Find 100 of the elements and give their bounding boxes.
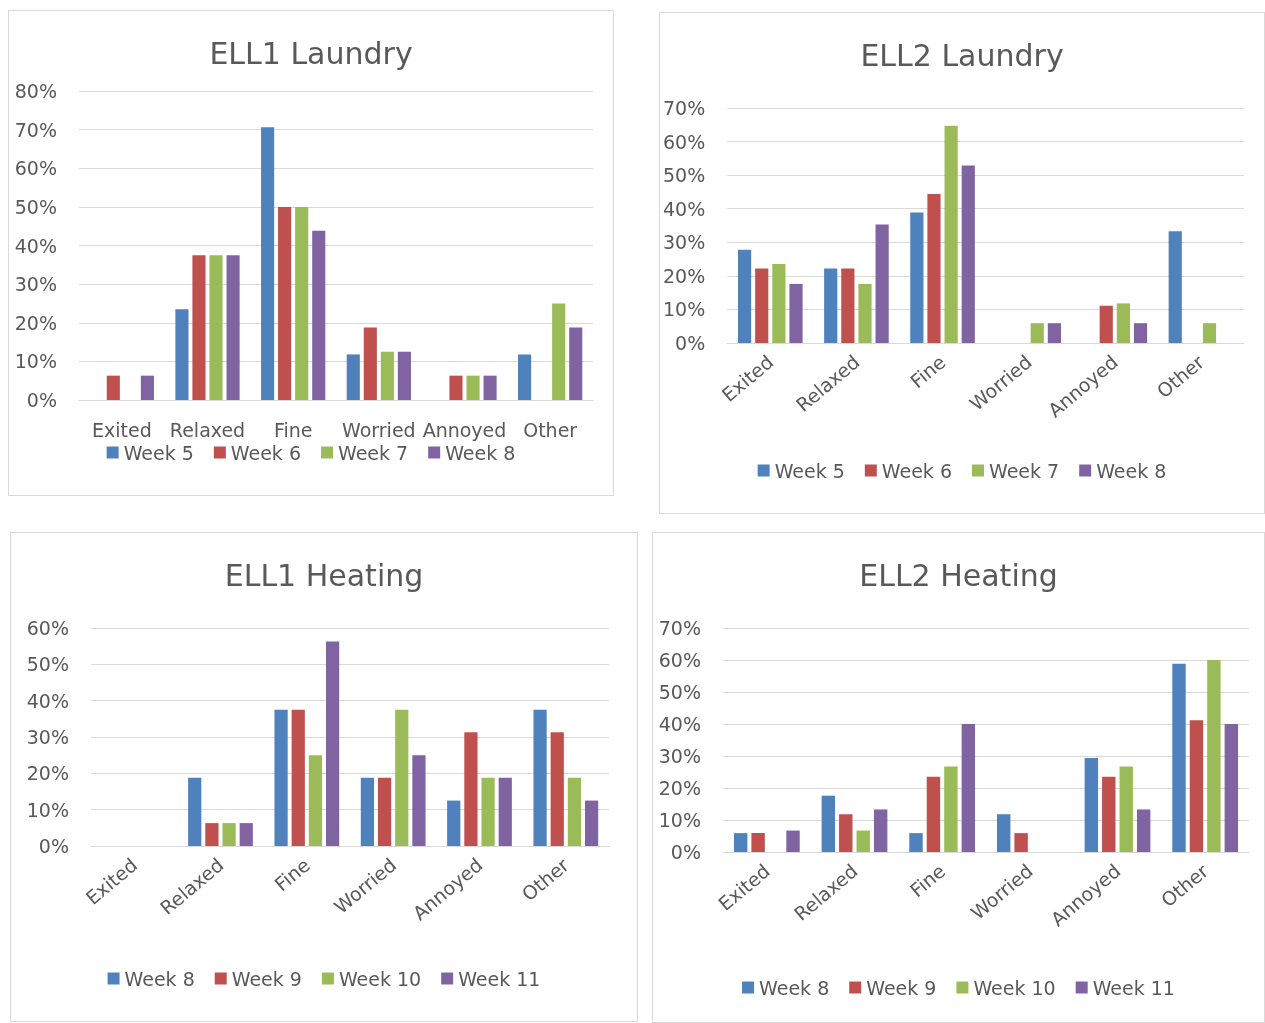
bar xyxy=(927,193,941,343)
y-tick-label: 50% xyxy=(663,164,706,187)
bar xyxy=(175,309,189,400)
bar xyxy=(738,249,752,343)
bar xyxy=(226,255,240,400)
bar xyxy=(1172,663,1186,852)
bar xyxy=(483,375,497,400)
y-tick-label: 60% xyxy=(663,130,706,153)
bar xyxy=(1047,323,1061,343)
bar xyxy=(261,127,275,400)
bar xyxy=(360,777,375,846)
bar xyxy=(733,833,748,852)
x-tick-label: Fine xyxy=(270,853,314,896)
bar xyxy=(567,777,582,846)
x-tick-label: Exited xyxy=(91,418,152,441)
y-tick-label: 40% xyxy=(658,713,701,735)
bar xyxy=(278,206,292,400)
bar xyxy=(1202,323,1217,343)
bar xyxy=(140,375,154,400)
bar xyxy=(1084,757,1099,852)
bar xyxy=(858,283,872,343)
bar xyxy=(533,709,547,846)
chart-title: ELL1 Heating xyxy=(224,557,424,593)
bar xyxy=(1116,303,1130,343)
y-tick-label: 20% xyxy=(26,762,69,785)
bar xyxy=(824,268,838,343)
y-tick-label: 60% xyxy=(14,157,57,180)
bar xyxy=(192,255,206,400)
bar xyxy=(841,268,855,343)
bar xyxy=(380,351,394,400)
bar xyxy=(1014,833,1028,852)
legend-label: Week 11 xyxy=(458,967,541,990)
y-tick-label: 20% xyxy=(658,777,701,799)
chart-title: ELL2 Laundry xyxy=(860,37,1064,73)
bar xyxy=(106,375,120,400)
bar xyxy=(789,283,803,343)
x-tick-label: Fine xyxy=(905,350,950,393)
y-tick-label: 40% xyxy=(26,689,69,712)
chart-title: ELL1 Laundry xyxy=(209,35,413,71)
y-tick-label: 50% xyxy=(658,681,701,703)
bar xyxy=(518,354,532,400)
bar xyxy=(412,755,426,846)
bar xyxy=(498,777,512,846)
bar xyxy=(481,777,495,846)
y-tick-label: 50% xyxy=(14,195,57,218)
bar xyxy=(550,732,564,846)
chart-title: ELL2 Heating xyxy=(859,557,1058,593)
legend-label: Week 6 xyxy=(881,459,952,482)
bar xyxy=(772,264,786,343)
bar xyxy=(910,212,924,343)
y-tick-label: 30% xyxy=(26,726,69,748)
bar xyxy=(961,165,975,343)
y-tick-label: 40% xyxy=(663,197,706,220)
bar xyxy=(377,777,392,846)
bar xyxy=(584,800,599,846)
bar xyxy=(466,375,480,400)
bar xyxy=(996,814,1011,852)
legend-label: Week 7 xyxy=(338,441,409,464)
y-tick-label: 70% xyxy=(663,97,706,119)
x-tick-label: Worried xyxy=(342,418,416,441)
bar xyxy=(1133,323,1148,343)
bar xyxy=(839,814,853,852)
bar xyxy=(239,823,253,846)
bar xyxy=(1189,720,1204,852)
bar xyxy=(1207,660,1221,852)
y-tick-label: 70% xyxy=(14,118,57,141)
legend-label: Week 6 xyxy=(230,441,301,464)
legend-label: Week 10 xyxy=(973,976,1056,999)
bar xyxy=(961,724,976,852)
y-tick-label: 60% xyxy=(658,649,701,671)
bar xyxy=(755,268,769,343)
bar xyxy=(1102,776,1116,852)
bar xyxy=(308,755,323,846)
bar xyxy=(786,830,800,852)
y-tick-label: 30% xyxy=(663,231,706,254)
bar xyxy=(295,206,309,400)
legend-label: Week 8 xyxy=(759,976,830,999)
bar xyxy=(926,776,941,852)
bar xyxy=(291,709,305,846)
y-tick-label: 0% xyxy=(38,835,69,857)
x-tick-label: Fine xyxy=(905,859,950,902)
bar xyxy=(909,833,923,852)
y-tick-label: 50% xyxy=(26,653,69,676)
y-tick-label: 0% xyxy=(26,389,57,411)
bar xyxy=(1168,231,1182,343)
bar xyxy=(856,830,870,852)
legend-label: Week 8 xyxy=(124,967,195,990)
bar xyxy=(395,709,409,846)
bar xyxy=(363,327,377,400)
bar xyxy=(205,823,219,846)
legend-label: Week 5 xyxy=(123,441,194,464)
legend-label: Week 9 xyxy=(231,967,302,990)
bar xyxy=(188,777,202,846)
y-tick-label: 80% xyxy=(14,80,57,102)
y-tick-label: 20% xyxy=(14,311,57,334)
bar xyxy=(447,800,461,846)
bar xyxy=(1224,724,1239,852)
bar xyxy=(1136,809,1151,852)
y-tick-label: 20% xyxy=(663,264,706,287)
x-tick-label: Fine xyxy=(273,418,313,441)
